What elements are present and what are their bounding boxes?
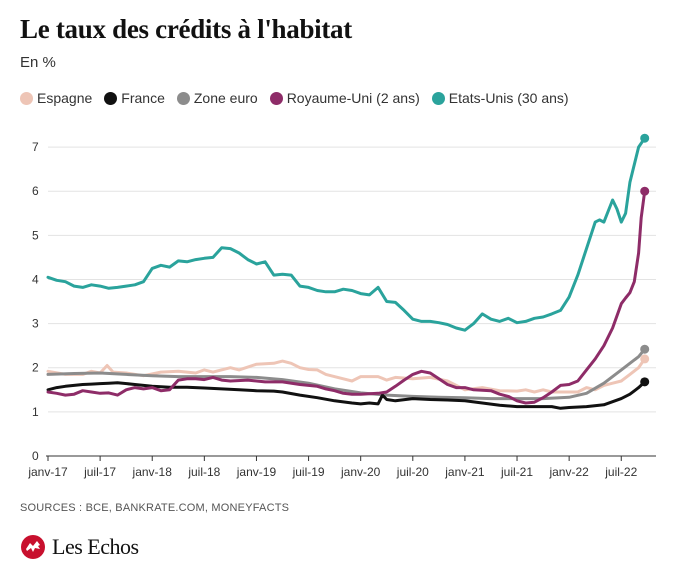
- brand: Les Echos: [20, 534, 139, 560]
- legend-item-etats-unis: Etats-Unis (30 ans): [431, 90, 569, 106]
- x-tick-label: janv-18: [132, 465, 173, 479]
- chart-title: Le taux des crédits à l'habitat: [20, 14, 352, 44]
- legend-label-etats-unis: Etats-Unis (30 ans): [448, 90, 569, 106]
- legend-item-royaume-uni: Royaume-Uni (2 ans): [269, 90, 420, 106]
- source-note: SOURCES : BCE, BANKRATE.COM, MONEYFACTS: [20, 502, 290, 514]
- y-tick-label: 6: [32, 184, 39, 198]
- x-tick-label: janv-17: [27, 465, 68, 479]
- legend-dot-zone-euro: [176, 91, 190, 105]
- x-tick-label: janv-22: [548, 465, 589, 479]
- y-tick-label: 3: [32, 317, 39, 331]
- legend-dot-espagne: [20, 91, 33, 105]
- legend-label-espagne: Espagne: [37, 90, 93, 106]
- x-tick-label: juil-22: [604, 465, 637, 479]
- x-tick-label: janv-20: [340, 465, 381, 479]
- line-chart: 0 1 2 3 4 5 6 7 janv-17 juil-17 janv-18 juil-18 janv…: [27, 133, 656, 479]
- x-tick-label: juil-18: [187, 465, 220, 479]
- legend-dot-etats-unis: [431, 91, 445, 105]
- y-tick-label: 7: [32, 140, 39, 154]
- legend-item-zone-euro: Zone euro: [176, 90, 258, 106]
- chart-subtitle: En %: [20, 54, 56, 71]
- series-line-etats-unis-30-ans: [46, 136, 647, 332]
- x-tick-label: juil-17: [83, 465, 116, 479]
- y-tick-label: 1: [32, 405, 39, 419]
- legend-label-france: France: [121, 90, 165, 106]
- x-tick-label: juil-21: [500, 465, 533, 479]
- series-line-zone-euro: [46, 347, 647, 401]
- x-tick-label: janv-19: [236, 465, 277, 479]
- series-end-point-espagne: [640, 354, 650, 364]
- legend-item-france: France: [104, 90, 165, 106]
- legend-label-royaume-uni: Royaume-Uni (2 ans): [286, 90, 420, 106]
- legend-label-zone-euro: Zone euro: [193, 90, 258, 106]
- legend-dot-royaume-uni: [269, 91, 283, 105]
- y-tick-label: 5: [32, 228, 39, 242]
- series-line-espagne: [46, 357, 647, 394]
- y-tick-label: 0: [32, 449, 39, 463]
- legend-item-espagne: Espagne: [20, 90, 92, 106]
- series-end-point-zone-euro: [640, 344, 650, 354]
- legend-dot-france: [104, 91, 118, 105]
- series-line-france: [46, 380, 647, 410]
- x-tick-label: janv-21: [444, 465, 485, 479]
- x-tick-label: juil-19: [292, 465, 325, 479]
- y-tick-label: 4: [32, 272, 39, 286]
- series-end-point-etats-unis-30-ans: [640, 133, 650, 143]
- brand-name: Les Echos: [52, 534, 139, 559]
- series-line-royaume-uni-2-ans: [46, 189, 647, 405]
- series-end-point-royaume-uni-2-ans: [640, 186, 650, 196]
- x-tick-label: juil-20: [396, 465, 429, 479]
- legend: Espagne France Zone euro Royaume-Uni (2 …: [20, 90, 569, 106]
- lesechos-logo-icon: [21, 535, 45, 559]
- y-tick-label: 2: [32, 361, 39, 375]
- series-end-point-france: [640, 377, 650, 387]
